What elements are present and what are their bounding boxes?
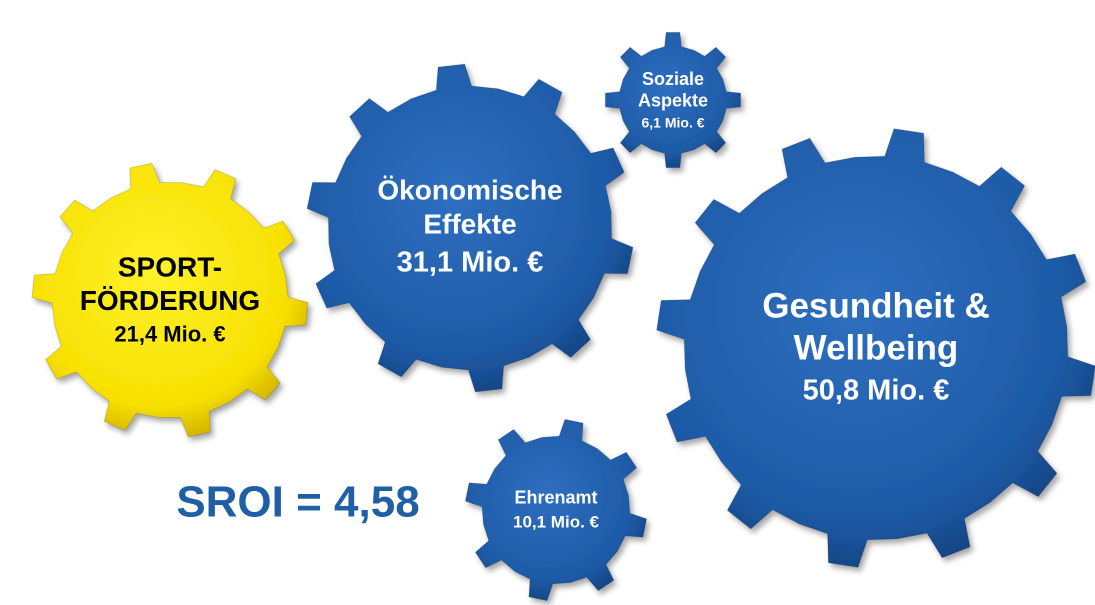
gear-label: Wellbeing (794, 328, 959, 367)
gear: SPORT-FÖRDERUNG 21,4 Mio. € (32, 163, 308, 437)
gear-label: Gesundheit & (762, 286, 990, 325)
gear-value: 10,1 Mio. € (513, 512, 600, 531)
gear-label: SPORT- (118, 251, 222, 282)
gear-shape (465, 419, 646, 600)
gear-value: 31,1 Mio. € (397, 246, 544, 278)
gear-label: Ökonomische (377, 175, 562, 206)
gear: Ehrenamt 10,1 Mio. € (465, 419, 646, 600)
page: {"gears": [ {"lines": ["SPORT-", "FÖRDER… (0, 0, 1095, 605)
gear-label: Aspekte (638, 90, 708, 110)
gear-label: Soziale (642, 69, 704, 89)
gear-value: 21,4 Mio. € (114, 321, 225, 346)
gear: Gesundheit &Wellbeing 50,8 Mio. € (657, 129, 1095, 568)
infographic: SPORT-FÖRDERUNG 21,4 Mio. € ÖkonomischeEff… (0, 0, 1095, 605)
gear-value: 6,1 Mio. € (641, 114, 704, 130)
sroi-text: SROI = 4,58 (176, 478, 419, 527)
gear-label: Ehrenamt (514, 488, 597, 508)
gear-label: Effekte (423, 208, 516, 239)
gear-label: FÖRDERUNG (80, 285, 260, 316)
gear-value: 50,8 Mio. € (803, 375, 950, 407)
